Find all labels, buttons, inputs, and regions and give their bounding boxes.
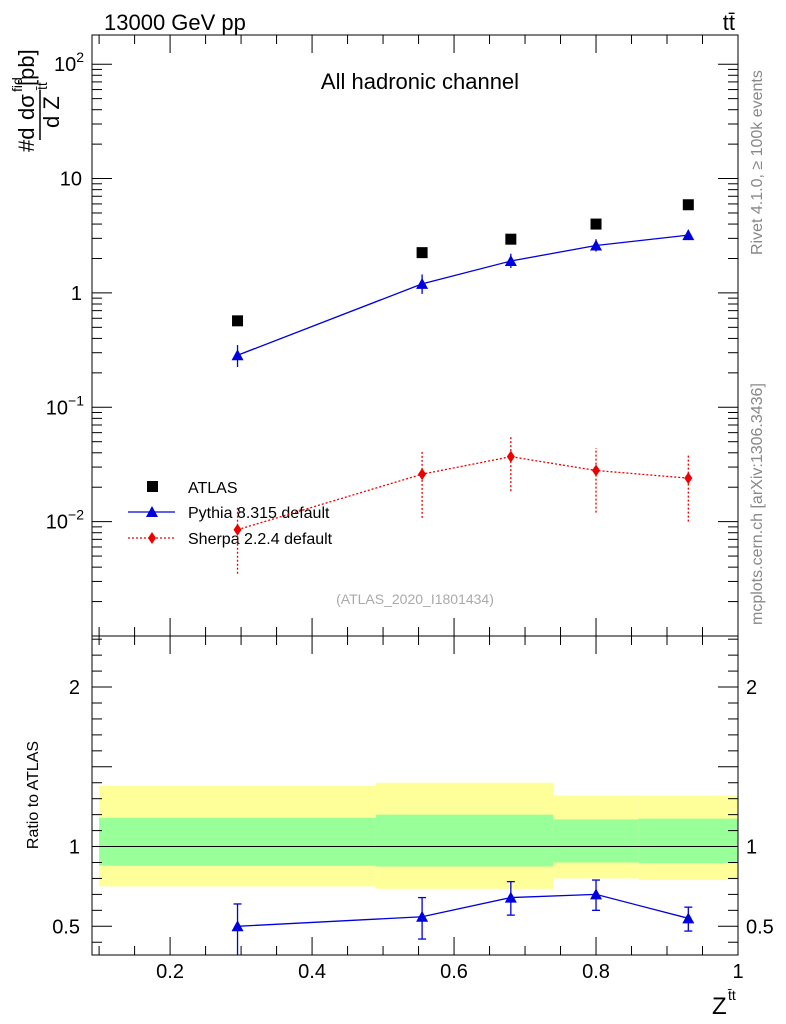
main-ytick-label-2: 1: [71, 283, 82, 305]
main-ylabel-denominator: d Z: [39, 96, 64, 128]
ratio-panel-axes: 0.5 0.5 1 1 2 2 0.2 0.4 0.6 0.8 1: [52, 635, 774, 983]
sherpa-point-0: [233, 523, 242, 536]
legend-atlas-marker: [147, 481, 158, 492]
main-ylabel-numerator: dσ: [14, 94, 39, 120]
main-ytick-label-0: 102: [54, 49, 84, 76]
ratio-panel-series: [231, 879, 695, 955]
ratio-pythia-point-3: [590, 888, 603, 900]
ratio-ytick-label-left-2: 2: [69, 677, 80, 699]
ratio-ytick-label-right-0: 0.5: [746, 916, 774, 938]
pythia-point-0: [231, 349, 244, 361]
atlas-point-1: [416, 247, 428, 259]
ratio-plot-frame: [91, 635, 739, 956]
ratio-band-green-3: [638, 818, 738, 864]
x-axis-label: Z t̄t: [712, 987, 736, 1020]
legend-sherpa-marker: [148, 532, 156, 544]
sherpa-point-3: [592, 464, 601, 477]
ratio-uncertainty-bands: [99, 782, 738, 889]
main-ytick-label-1: 10: [60, 169, 82, 191]
main-chart-title: All hadronic channel: [321, 69, 519, 94]
x-tick-label-3: 0.8: [582, 961, 610, 983]
atlas-point-2: [505, 233, 517, 245]
ratio-band-green-1: [375, 814, 554, 867]
x-tick-label-4: 1: [732, 961, 743, 983]
main-ylabel-numerator-sup: fid: [9, 77, 25, 92]
x-axis-label-base: Z: [712, 993, 727, 1020]
main-y-axis-label: #d dσ fid d Z t̄t [pb]: [9, 49, 64, 152]
ratio-pythia-point-4: [682, 912, 695, 924]
atlas-point-3: [590, 218, 602, 230]
legend-pythia-label: Pythia 8.315 default: [188, 505, 330, 522]
sherpa-point-1: [418, 468, 427, 481]
pythia-point-4: [682, 229, 695, 241]
main-ylabel-denominator-sup: t̄t: [34, 82, 50, 90]
sherpa-series-line: [237, 455, 689, 531]
legend: ATLAS Pythia 8.315 default Sherpa 2.2.4 …: [128, 480, 333, 548]
ratio-ytick-label-right-2: 2: [746, 677, 757, 699]
legend-pythia-marker: [146, 506, 158, 517]
ratio-band-green-2: [553, 819, 639, 863]
x-axis-label-sup: t̄t: [728, 987, 736, 1003]
legend-sherpa-label: Sherpa 2.2.4 default: [188, 531, 333, 548]
analysis-watermark: (ATLAS_2020_I1801434): [336, 591, 494, 607]
ratio-ytick-label-left-0: 0.5: [52, 916, 80, 938]
process-label: tt̄: [723, 10, 735, 35]
x-tick-label-1: 0.4: [298, 961, 326, 983]
main-ylabel-prefix: #d: [14, 128, 39, 152]
pythia-series-line: [237, 234, 689, 356]
ratio-pythia-line: [237, 893, 689, 927]
sherpa-point-2: [506, 450, 515, 463]
main-panel-series: [231, 199, 695, 574]
x-tick-label-2: 0.6: [440, 961, 468, 983]
ratio-ytick-label-left-1: 1: [69, 837, 80, 859]
main-ytick-label-3: 10−1: [46, 392, 84, 419]
ratio-pythia-point-0: [231, 920, 244, 932]
ratio-pythia-point-1: [416, 910, 429, 922]
x-tick-label-0: 0.2: [156, 961, 184, 983]
ratio-band-green-0: [99, 817, 376, 866]
main-ytick-label-4: 10−2: [46, 507, 84, 534]
pythia-point-3: [590, 239, 603, 251]
mcplots-label: mcplots.cern.ch [arXiv:1306.3436]: [749, 383, 766, 625]
pythia-point-2: [504, 255, 517, 267]
atlas-point-0: [232, 315, 244, 327]
rivet-version-label: Rivet 4.1.0, ≥ 100k events: [749, 70, 766, 255]
main-panel-axes: 102 10 1 10−1 10−2: [46, 34, 739, 637]
energy-label: 13000 GeV pp: [104, 10, 246, 35]
pythia-point-1: [416, 277, 429, 289]
legend-atlas-label: ATLAS: [188, 480, 238, 497]
ratio-pythia-point-2: [504, 891, 517, 903]
ratio-y-axis-label: Ratio to ATLAS: [25, 741, 42, 849]
sherpa-point-4: [684, 472, 693, 485]
ratio-ytick-label-right-1: 1: [746, 837, 757, 859]
main-ylabel-unit: [pb]: [14, 49, 39, 86]
atlas-point-4: [682, 199, 694, 211]
